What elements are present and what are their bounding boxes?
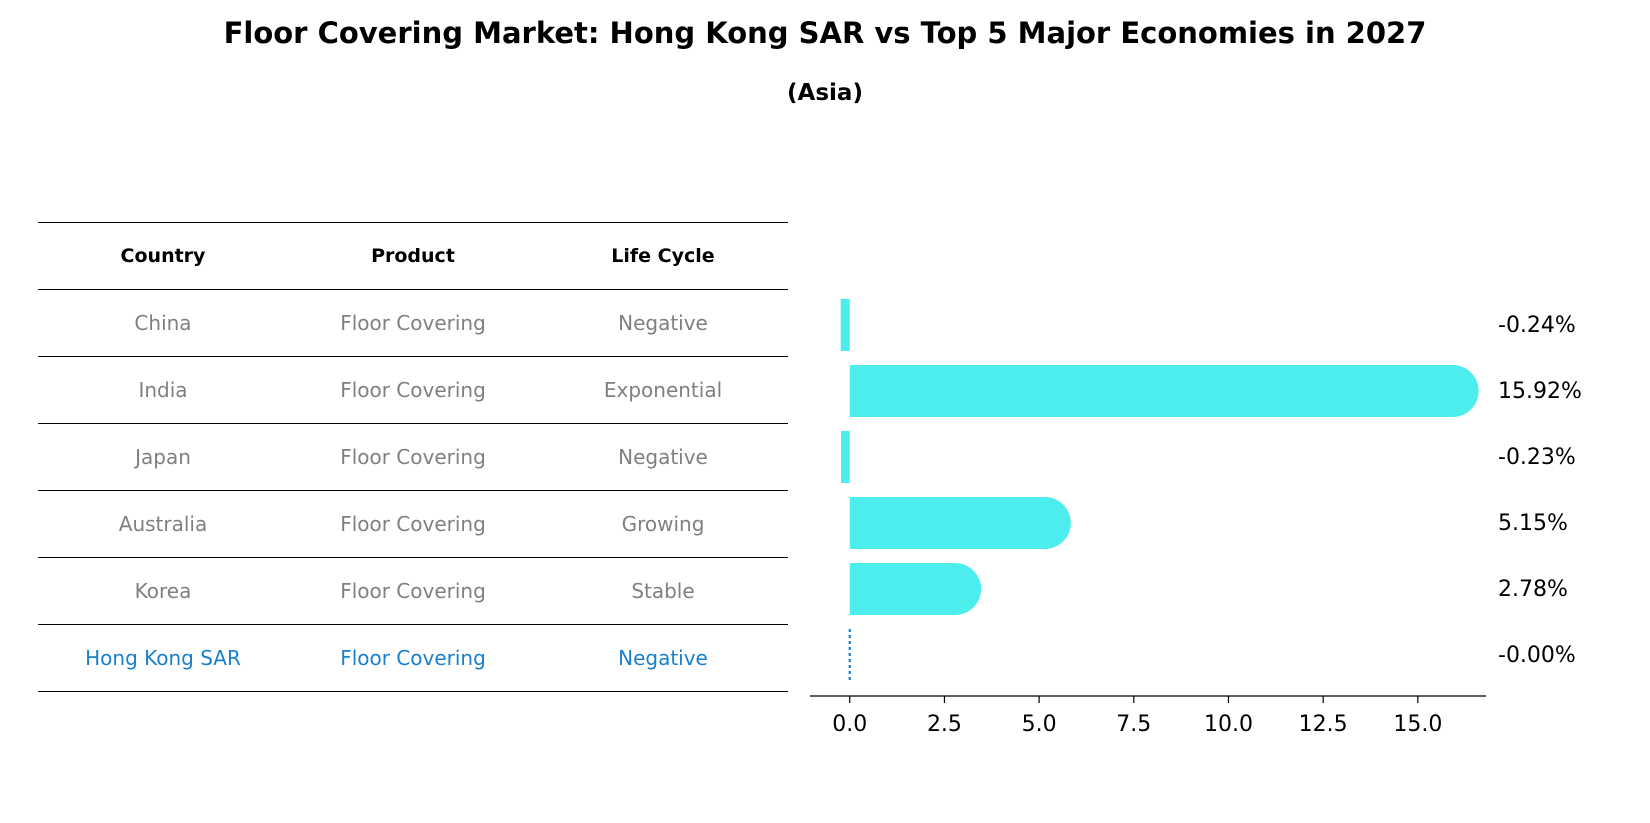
table-header-row: Country Product Life Cycle bbox=[38, 222, 788, 289]
header-product: Product bbox=[371, 245, 455, 267]
cell-product: Floor Covering bbox=[340, 512, 486, 536]
bar bbox=[841, 431, 850, 483]
table-row-highlight: Hong Kong SAR Floor Covering Negative bbox=[38, 624, 788, 692]
chart-subtitle: (Asia) bbox=[787, 80, 863, 106]
cell-product: Floor Covering bbox=[340, 378, 486, 402]
x-tick-label: 5.0 bbox=[1022, 712, 1057, 737]
value-label: -0.24% bbox=[1498, 313, 1576, 338]
cell-country: Japan bbox=[135, 445, 191, 469]
table-row: China Floor Covering Negative bbox=[38, 289, 788, 356]
chart-title: Floor Covering Market: Hong Kong SAR vs … bbox=[223, 16, 1427, 50]
cell-life-cycle: Negative bbox=[618, 646, 708, 670]
value-label: 15.92% bbox=[1498, 379, 1582, 404]
comparison-table: Country Product Life Cycle China Floor C… bbox=[38, 222, 788, 692]
value-label: 5.15% bbox=[1498, 511, 1568, 536]
table-row: Korea Floor Covering Stable bbox=[38, 557, 788, 624]
header-life-cycle: Life Cycle bbox=[611, 245, 715, 267]
cell-product: Floor Covering bbox=[340, 646, 486, 670]
cell-country: Hong Kong SAR bbox=[85, 646, 241, 670]
table-row: Australia Floor Covering Growing bbox=[38, 490, 788, 557]
cell-country: India bbox=[138, 378, 188, 402]
cell-country: Australia bbox=[118, 512, 208, 536]
x-tick-label: 7.5 bbox=[1116, 712, 1151, 737]
cell-life-cycle: Stable bbox=[631, 579, 695, 603]
cell-product: Floor Covering bbox=[340, 311, 486, 335]
x-tick-label: 0.0 bbox=[832, 712, 867, 737]
value-label: -0.00% bbox=[1498, 643, 1576, 668]
bar bbox=[849, 497, 1071, 549]
value-label: -0.23% bbox=[1498, 445, 1576, 470]
cell-product: Floor Covering bbox=[340, 579, 486, 603]
x-tick-label: 10.0 bbox=[1204, 712, 1253, 737]
x-tick-label: 12.5 bbox=[1299, 712, 1348, 737]
header-country: Country bbox=[120, 245, 206, 267]
cell-country: China bbox=[134, 311, 192, 335]
cell-country: Korea bbox=[134, 579, 192, 603]
bar bbox=[840, 299, 850, 351]
bar bbox=[849, 365, 1479, 417]
value-label: 2.78% bbox=[1498, 577, 1568, 602]
cell-product: Floor Covering bbox=[340, 445, 486, 469]
cell-life-cycle: Negative bbox=[618, 311, 708, 335]
bar bbox=[849, 563, 982, 615]
table-row: India Floor Covering Exponential bbox=[38, 356, 788, 423]
x-tick-label: 15.0 bbox=[1393, 712, 1442, 737]
cell-life-cycle: Growing bbox=[621, 512, 705, 536]
table-row: Japan Floor Covering Negative bbox=[38, 423, 788, 490]
cell-life-cycle: Negative bbox=[618, 445, 708, 469]
cell-life-cycle: Exponential bbox=[603, 378, 723, 402]
x-tick-label: 2.5 bbox=[927, 712, 962, 737]
